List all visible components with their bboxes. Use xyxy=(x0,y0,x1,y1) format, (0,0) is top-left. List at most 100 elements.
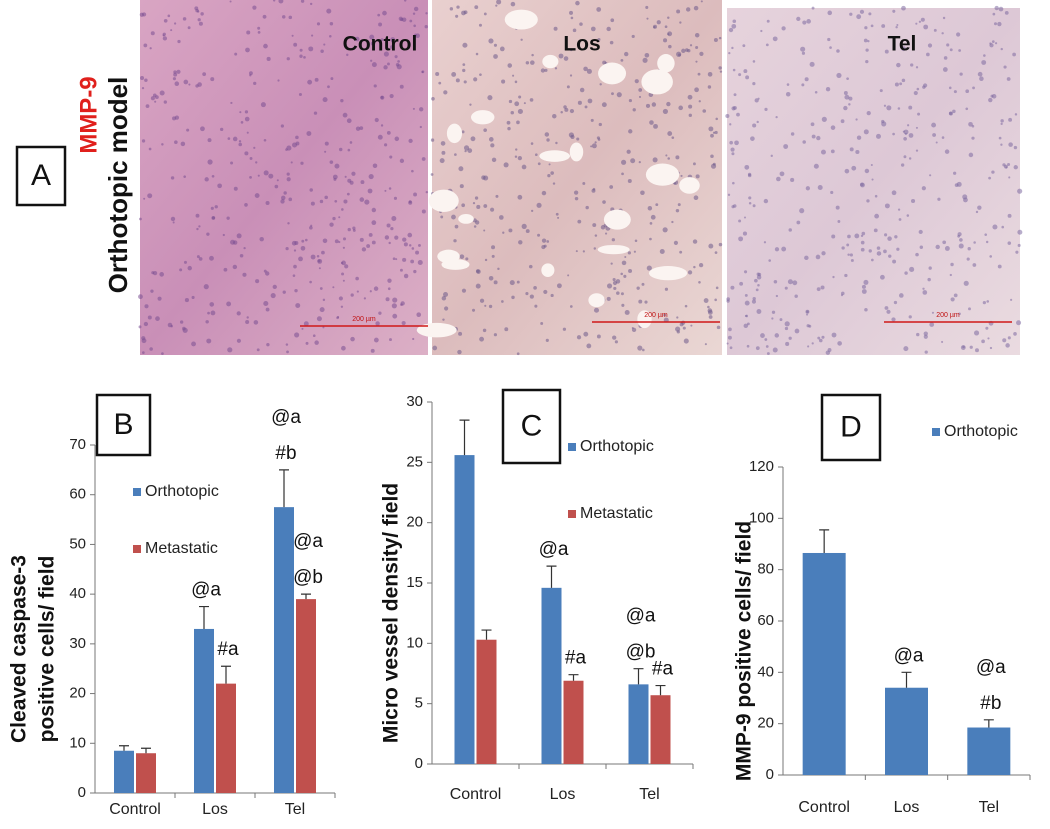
nucleus xyxy=(965,89,970,94)
nucleus xyxy=(745,75,750,80)
nucleus xyxy=(790,132,795,136)
bar xyxy=(563,680,584,764)
nucleus xyxy=(776,176,781,182)
nucleus xyxy=(464,150,467,153)
scale-bar-label: 200 µm xyxy=(352,316,376,323)
nucleus xyxy=(973,241,976,244)
nucleus xyxy=(456,5,460,9)
nucleus xyxy=(310,254,316,260)
nucleus xyxy=(731,152,735,156)
nucleus xyxy=(993,22,998,26)
nucleus xyxy=(411,169,414,173)
nucleus xyxy=(517,108,523,115)
x-tick-label: Los xyxy=(894,799,920,816)
nucleus xyxy=(354,36,360,42)
nucleus xyxy=(529,98,534,102)
nucleus xyxy=(388,187,392,190)
nucleus xyxy=(311,34,314,37)
nucleus xyxy=(846,243,850,247)
nucleus xyxy=(886,105,892,111)
nucleus xyxy=(699,51,704,56)
nucleus xyxy=(141,338,147,344)
nucleus xyxy=(1016,320,1022,326)
nucleus xyxy=(638,161,641,164)
nucleus xyxy=(346,192,350,196)
nucleus xyxy=(233,186,238,191)
nucleus xyxy=(531,209,534,212)
nucleus xyxy=(881,24,886,28)
nucleus xyxy=(207,138,212,143)
nucleus xyxy=(606,296,611,301)
nucleus xyxy=(904,271,908,275)
nucleus xyxy=(479,298,485,303)
nucleus xyxy=(364,199,370,205)
nucleus xyxy=(830,149,835,154)
nucleus xyxy=(572,28,577,33)
nucleus xyxy=(646,17,649,20)
nucleus xyxy=(350,293,354,297)
nucleus xyxy=(172,116,177,121)
nucleus xyxy=(989,255,993,258)
nucleus xyxy=(790,177,795,183)
nucleus xyxy=(210,310,216,316)
nucleus xyxy=(1001,225,1005,229)
nucleus xyxy=(820,149,826,155)
nucleus xyxy=(922,290,928,295)
nucleus xyxy=(254,193,260,198)
nucleus xyxy=(476,204,481,209)
nucleus xyxy=(173,72,178,77)
nucleus xyxy=(610,262,613,265)
nucleus xyxy=(967,247,971,251)
nucleus xyxy=(390,45,394,49)
nucleus xyxy=(278,0,284,4)
nucleus xyxy=(546,138,550,142)
nucleus xyxy=(894,82,899,87)
nucleus xyxy=(493,333,497,337)
nucleus xyxy=(821,335,825,339)
nucleus xyxy=(361,247,367,252)
nucleus xyxy=(566,85,570,89)
nucleus xyxy=(884,306,889,310)
nucleus xyxy=(441,150,446,155)
nucleus xyxy=(141,139,146,143)
nucleus xyxy=(478,23,482,27)
nucleus xyxy=(743,216,747,219)
nucleus xyxy=(517,194,523,200)
nucleus xyxy=(667,33,670,36)
nucleus xyxy=(693,5,699,11)
nucleus xyxy=(1000,119,1004,123)
nucleus xyxy=(508,99,513,104)
nucleus xyxy=(371,62,377,68)
nucleus xyxy=(984,233,988,236)
nucleus xyxy=(330,77,334,81)
nucleus xyxy=(972,263,977,267)
nucleus xyxy=(752,60,756,63)
nucleus xyxy=(779,171,785,177)
nucleus xyxy=(944,149,950,154)
nucleus xyxy=(731,23,737,29)
nucleus xyxy=(567,274,570,277)
nucleus xyxy=(734,140,739,146)
nucleus xyxy=(397,60,400,63)
nucleus xyxy=(698,280,701,284)
error-bar xyxy=(901,671,912,688)
x-tick-label: Tel xyxy=(639,786,659,803)
nucleus xyxy=(324,150,327,153)
error-bar xyxy=(279,469,289,508)
nucleus xyxy=(653,123,658,129)
nucleus xyxy=(180,141,186,147)
nucleus xyxy=(394,136,400,142)
nucleus xyxy=(707,305,710,309)
nucleus xyxy=(277,79,280,82)
nucleus xyxy=(992,224,998,230)
nucleus xyxy=(206,338,212,344)
nucleus xyxy=(694,87,699,93)
nucleus xyxy=(738,73,742,77)
nucleus xyxy=(693,195,699,201)
nucleus xyxy=(584,105,588,109)
nucleus xyxy=(802,140,806,144)
nucleus xyxy=(421,157,426,161)
nucleus xyxy=(384,143,388,147)
nucleus xyxy=(388,241,391,245)
legend-label: Metastatic xyxy=(580,505,653,522)
